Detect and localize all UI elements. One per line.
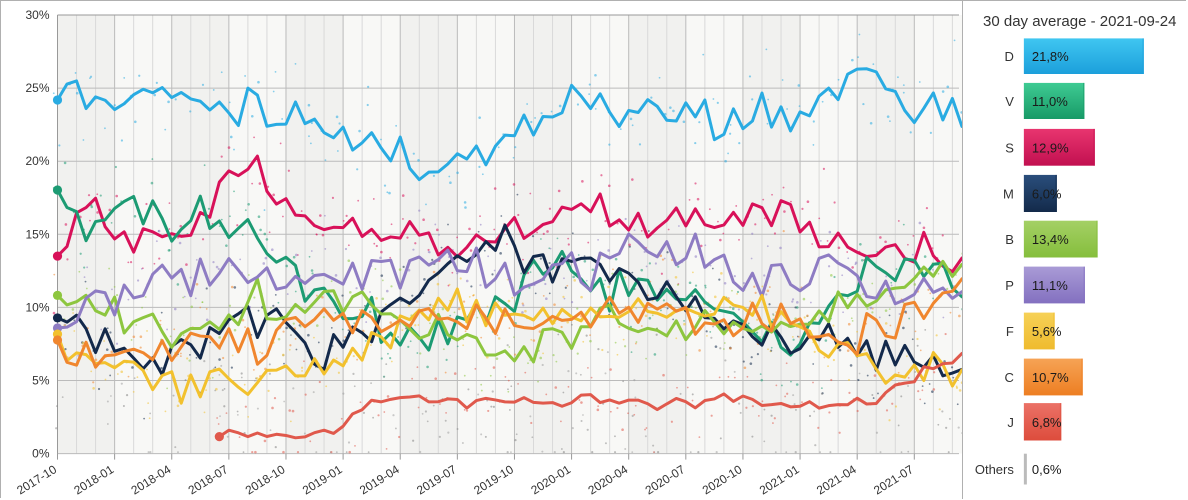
svg-text:0%: 0% [32, 447, 50, 461]
svg-text:12,9%: 12,9% [1032, 140, 1069, 155]
svg-text:30%: 30% [25, 8, 49, 22]
svg-text:10%: 10% [25, 300, 49, 314]
svg-text:25%: 25% [25, 81, 49, 95]
svg-text:30 day average - 2021-09-24: 30 day average - 2021-09-24 [983, 13, 1176, 30]
svg-text:11,0%: 11,0% [1032, 94, 1068, 109]
svg-text:6,0%: 6,0% [1032, 186, 1062, 201]
svg-text:10,7%: 10,7% [1032, 370, 1069, 385]
svg-text:J: J [1007, 415, 1014, 430]
svg-text:C: C [1004, 370, 1013, 385]
svg-text:6,8%: 6,8% [1032, 415, 1062, 430]
svg-text:21,8%: 21,8% [1032, 49, 1069, 64]
svg-text:M: M [1003, 186, 1014, 201]
svg-text:Others: Others [975, 462, 1015, 477]
svg-text:S: S [1005, 140, 1014, 155]
svg-text:F: F [1006, 324, 1014, 339]
svg-text:5,6%: 5,6% [1032, 324, 1062, 339]
svg-text:15%: 15% [25, 227, 49, 241]
svg-text:D: D [1004, 49, 1013, 64]
svg-text:0,6%: 0,6% [1032, 462, 1062, 477]
svg-text:V: V [1005, 94, 1014, 109]
svg-text:5%: 5% [32, 374, 50, 388]
svg-text:B: B [1005, 232, 1014, 247]
svg-text:20%: 20% [25, 154, 49, 168]
svg-text:11,1%: 11,1% [1032, 278, 1068, 293]
svg-text:P: P [1005, 278, 1014, 293]
svg-text:13,4%: 13,4% [1032, 232, 1069, 247]
